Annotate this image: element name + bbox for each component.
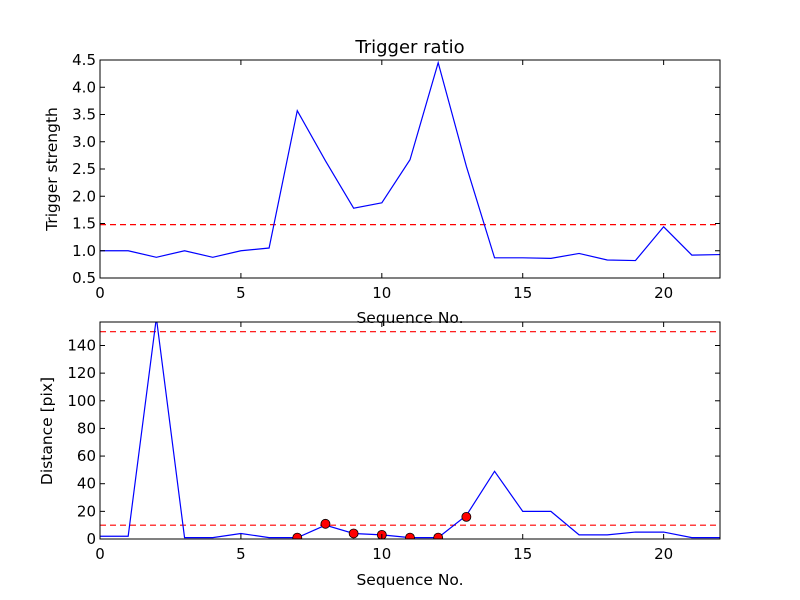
trigger-ratio-chart: Trigger ratio Sequence No. Trigger stren… [43, 37, 721, 327]
plot-area [100, 322, 720, 539]
x-tick-label: 0 [95, 284, 105, 302]
x-tick-label: 15 [513, 545, 532, 563]
x-tick-label: 5 [236, 284, 246, 302]
y-tick-label: 3.5 [72, 106, 96, 124]
x-tick-label: 15 [513, 284, 532, 302]
data-point [405, 532, 415, 539]
plot-area [100, 60, 720, 262]
y-tick-label: 120 [67, 364, 96, 382]
y-tick-label: 1.5 [72, 215, 96, 233]
y-tick-label: 4.5 [72, 51, 96, 69]
x-tick-label: 20 [654, 284, 673, 302]
x-tick-label: 20 [654, 545, 673, 563]
x-axis-label: Sequence No. [356, 309, 463, 327]
distance-chart: Sequence No. Distance [pix] 0 5 10 15 20 0 20 4… [38, 321, 721, 589]
y-tick-label: 40 [77, 475, 96, 493]
y-tick-label: 140 [67, 336, 96, 354]
data-point [433, 532, 444, 539]
plot-frame [99, 321, 721, 540]
data-point [292, 532, 303, 539]
x-tick-label: 0 [95, 545, 105, 563]
y-tick-label: 1.0 [72, 242, 96, 260]
y-tick-label: 20 [77, 502, 96, 520]
y-tick-label: 2.5 [72, 160, 96, 178]
y-tick-label: 60 [77, 447, 96, 465]
y-tick-label: 0.5 [72, 269, 96, 287]
y-tick-label: 80 [77, 419, 96, 437]
data-point [320, 518, 331, 529]
x-tick-label: 10 [372, 545, 391, 563]
data-point [461, 511, 472, 522]
y-axis-label: Trigger strength [43, 107, 61, 232]
data-point [348, 528, 359, 539]
y-tick-label: 0 [86, 530, 96, 548]
y-tick-label: 4.0 [72, 78, 96, 96]
y-tick-label: 100 [67, 392, 96, 410]
y-axis-label: Distance [pix] [38, 377, 56, 485]
x-tick-label: 10 [372, 284, 391, 302]
y-tick-label: 2.0 [72, 187, 96, 205]
y-tick-label: 3.0 [72, 133, 96, 151]
x-tick-label: 5 [236, 545, 246, 563]
x-axis-label: Sequence No. [356, 571, 463, 589]
series-line [100, 60, 720, 262]
chart-title: Trigger ratio [354, 37, 464, 58]
